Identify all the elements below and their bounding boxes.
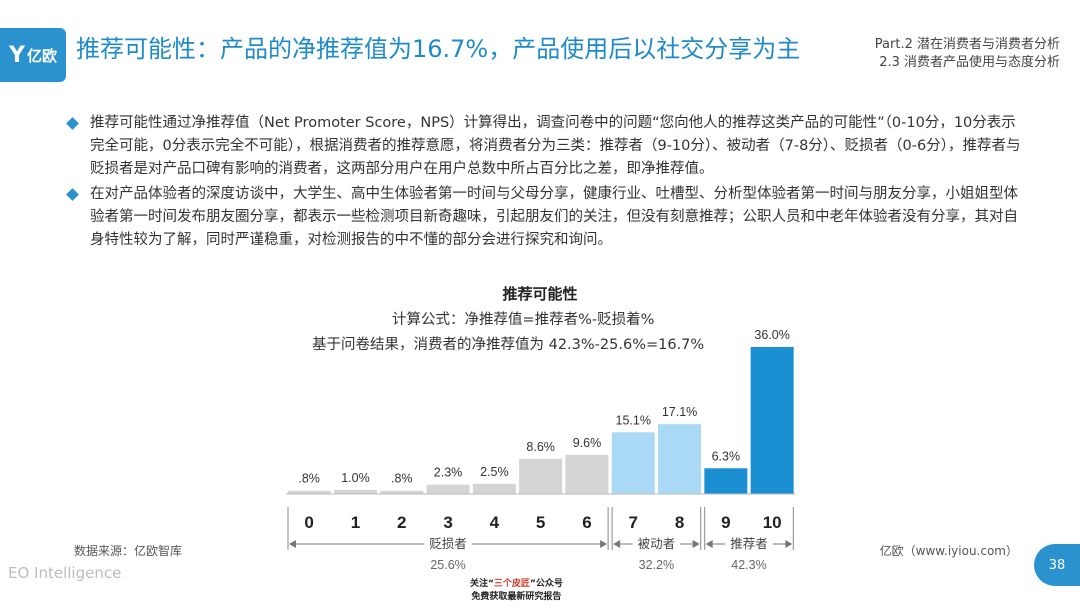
x-tick-label: 1 <box>351 513 360 532</box>
bullet-list: 推荐可能性通过净推荐值（Net Promoter Score，NPS）计算得出，… <box>66 112 1026 254</box>
bar-value-label: .8% <box>298 472 320 486</box>
x-tick-label: 8 <box>675 513 684 532</box>
arrow-left-icon <box>705 540 713 548</box>
bullet-item: 在对产品体验者的深度访谈中，大学生、高中生体验者第一时间与父母分享，健康行业、吐… <box>66 183 1026 252</box>
bar-value-label: 15.1% <box>616 413 651 427</box>
bar-value-label: 2.5% <box>480 465 509 479</box>
promo-suffix: ”公众号 <box>529 579 563 589</box>
arrow-left-icon <box>613 540 621 548</box>
logo-text: 亿欧 <box>26 46 57 65</box>
bar-2 <box>380 490 424 494</box>
x-tick-label: 7 <box>629 513 638 532</box>
bar-7 <box>611 432 655 494</box>
part-line-2: 2.3 消费者产品使用与态度分析 <box>879 55 1060 70</box>
x-tick-label: 4 <box>490 513 500 532</box>
promo-stamp: 关注“三个皮匠”公众号 免费获取最新研究报告 <box>470 578 563 604</box>
group-percent-label: 25.6% <box>430 558 465 572</box>
bar-value-label: 1.0% <box>341 471 370 485</box>
bar-5 <box>519 458 563 494</box>
footer-brand: EO Intelligence <box>8 564 122 582</box>
bar-value-label: 9.6% <box>573 436 602 450</box>
group-name-label: 被动者 <box>638 537 676 551</box>
bar-9 <box>704 468 748 494</box>
bar-value-label: .8% <box>391 472 413 486</box>
bar-3 <box>426 484 470 494</box>
bar-value-label: 2.3% <box>434 466 463 480</box>
bullet-text: 推荐可能性通过净推荐值（Net Promoter Score，NPS）计算得出，… <box>90 115 1021 177</box>
arrow-right-icon <box>785 540 793 548</box>
bar-value-label: 36.0% <box>754 328 789 342</box>
promo-highlight: 三个皮匠 <box>493 579 530 589</box>
website-credit: 亿欧（www.iyiou.com） <box>879 544 1018 558</box>
x-tick-label: 10 <box>763 513 782 532</box>
part-line-1: Part.2 潜在消费者与消费者分析 <box>874 37 1060 52</box>
bar-8 <box>658 424 702 494</box>
bar-0 <box>287 490 331 494</box>
bar-value-label: 17.1% <box>662 405 697 419</box>
x-tick-label: 3 <box>443 513 452 532</box>
bar-1 <box>333 489 377 494</box>
bar-value-label: 8.6% <box>526 440 555 454</box>
bar-value-label: 6.3% <box>712 449 741 463</box>
arrow-right-icon <box>600 540 608 548</box>
page-number: 38 <box>1034 544 1080 586</box>
chart-title: 推荐可能性 <box>502 285 578 303</box>
group-name-label: 推荐者 <box>730 537 768 551</box>
logo-y-icon: Y <box>9 42 25 68</box>
nps-formula: 计算公式：净推荐值=推荐者%-贬损着% <box>392 312 655 328</box>
x-tick-label: 5 <box>536 513 545 532</box>
data-source: 数据来源：亿欧智库 <box>74 544 183 558</box>
x-tick-label: 6 <box>582 513 591 532</box>
bullet-item: 推荐可能性通过净推荐值（Net Promoter Score，NPS）计算得出，… <box>66 112 1026 181</box>
group-name-label: 贬损者 <box>429 537 467 551</box>
nps-result: 基于问卷结果，消费者的净推荐值为 42.3%-25.6%=16.7% <box>312 337 705 353</box>
group-percent-label: 32.2% <box>639 558 674 572</box>
promo-prefix: 关注“ <box>470 579 494 589</box>
bullet-text: 在对产品体验者的深度访谈中，大学生、高中生体验者第一时间与父母分享，健康行业、吐… <box>90 186 1018 248</box>
group-percent-label: 42.3% <box>731 558 766 572</box>
brand-logo: Y 亿欧 <box>0 28 66 82</box>
promo-line-2: 免费获取最新研究报告 <box>471 592 562 602</box>
section-label: Part.2 潜在消费者与消费者分析 2.3 消费者产品使用与态度分析 <box>875 36 1060 72</box>
bar-6 <box>565 454 609 494</box>
page-title: 推荐可能性：产品的净推荐值为16.7%，产品使用后以社交分享为主 <box>76 35 801 63</box>
arrow-right-icon <box>692 540 700 548</box>
x-tick-label: 0 <box>304 513 313 532</box>
x-tick-label: 9 <box>721 513 730 532</box>
x-tick-label: 2 <box>397 513 406 532</box>
bar-4 <box>472 483 516 494</box>
arrow-left-icon <box>289 540 296 548</box>
bar-10 <box>750 347 794 494</box>
